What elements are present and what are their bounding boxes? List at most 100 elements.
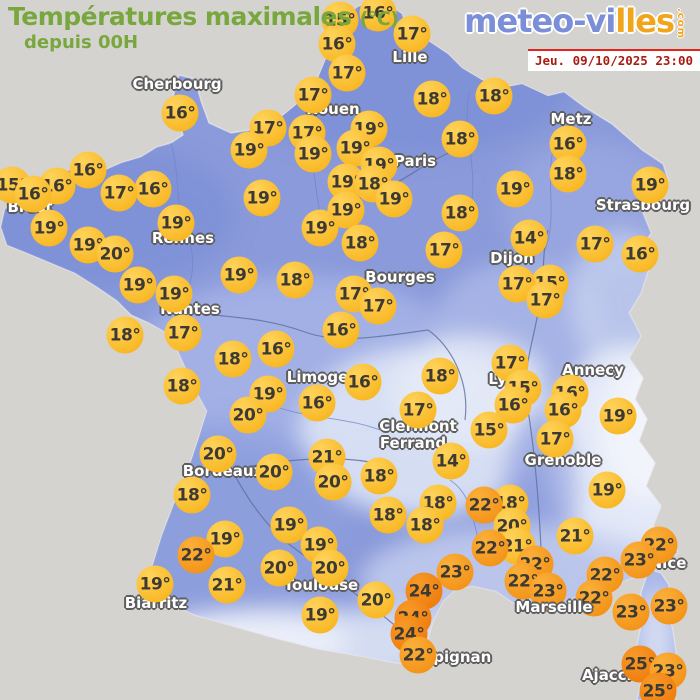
temp-marker: 22°	[575, 579, 613, 617]
temperature-value: 14°	[513, 228, 545, 248]
temp-marker: 16°	[14, 175, 52, 213]
temperature-value: 17°	[252, 118, 284, 138]
temperature-value: 18°	[109, 325, 141, 345]
temperature-value: 19°	[209, 529, 241, 549]
temperature-value: 22°	[180, 545, 212, 565]
temperature-value: 16°	[547, 400, 579, 420]
temp-marker: 17°	[425, 231, 463, 269]
temperature-value: 16°	[260, 339, 292, 359]
temperature-value: 18°	[409, 515, 441, 535]
temperature-value: 17°	[167, 323, 199, 343]
temp-marker: 19°	[336, 129, 374, 167]
city-label: Cherbourg	[132, 75, 222, 93]
temperature-value: 17°	[529, 290, 561, 310]
temp-marker: 16°	[134, 170, 172, 208]
temp-marker: 17°	[328, 54, 366, 92]
temp-marker: 16°	[621, 235, 659, 273]
temperature-value: 17°	[539, 429, 571, 449]
temp-marker: 20°	[314, 463, 352, 501]
temp-marker: 19°	[155, 275, 193, 313]
temp-marker: 18°	[441, 120, 479, 158]
temperature-value: 16°	[325, 320, 357, 340]
title-block: Températures maximales (°C) depuis 00H	[8, 2, 399, 53]
logo-text-blue: meteo-vi	[464, 2, 616, 40]
temperature-value: 16°	[624, 244, 656, 264]
temperature-value: 25°	[624, 654, 656, 674]
temperature-value: 16°	[497, 395, 529, 415]
temperature-value: 19°	[33, 218, 65, 238]
temp-marker: 17°	[526, 281, 564, 319]
temp-marker: 16°	[344, 363, 382, 401]
temp-marker: 18°	[360, 457, 398, 495]
temp-marker: 18°	[276, 261, 314, 299]
temperature-value: 18°	[166, 376, 198, 396]
temperature-value: 16°	[137, 179, 169, 199]
temp-marker: 18°	[369, 496, 407, 534]
temperature-value: 18°	[552, 164, 584, 184]
temperature-value: 15°	[473, 420, 505, 440]
temp-marker: 20°	[255, 453, 293, 491]
temperature-value: 22°	[474, 538, 506, 558]
city-label: Metz	[550, 110, 592, 128]
temperature-value: 17°	[428, 240, 460, 260]
temperature-value: 17°	[402, 400, 434, 420]
temp-marker: 16°	[298, 384, 336, 422]
temp-marker: 23°	[612, 593, 650, 631]
temp-marker: 16°	[359, 0, 397, 32]
temp-marker: 19°	[136, 565, 174, 603]
temperature-value: 20°	[99, 244, 131, 264]
temp-marker: 22°	[177, 536, 215, 574]
temp-marker: 21°	[208, 566, 246, 604]
logo-text: meteo-villes	[464, 2, 675, 40]
temp-marker: 20°	[311, 549, 349, 587]
timestamp-badge: Jeu. 09/10/2025 23:00	[527, 49, 700, 71]
logo-text-orange: lles	[615, 2, 675, 40]
temp-marker: 18°	[214, 340, 252, 378]
temp-marker: 17°	[359, 287, 397, 325]
temp-marker: 25°	[639, 672, 677, 700]
temp-marker: 17°	[294, 76, 332, 114]
temp-marker: 19°	[631, 166, 669, 204]
temp-marker: 17°	[100, 174, 138, 212]
temp-marker: 14°	[432, 442, 470, 480]
temperature-value: 23°	[623, 550, 655, 570]
temperature-value: 17°	[331, 63, 363, 83]
temp-marker: 19°	[270, 506, 308, 544]
temp-marker: 20°	[229, 396, 267, 434]
temperature-value: 23°	[653, 596, 685, 616]
temp-marker: 16°	[69, 151, 107, 189]
temperature-value: 20°	[202, 444, 234, 464]
temp-marker: 16°	[494, 386, 532, 424]
temp-marker: 14°	[510, 219, 548, 257]
temp-marker: 19°	[243, 179, 281, 217]
temperature-value: 19°	[72, 235, 104, 255]
temp-marker: 17°	[164, 314, 202, 352]
temperature-value: 20°	[263, 558, 295, 578]
city-label: Lille	[392, 48, 428, 66]
temperature-value: 18°	[444, 129, 476, 149]
temp-marker: 15°	[470, 411, 508, 449]
temperature-value: 18°	[176, 485, 208, 505]
temperature-value: 16°	[17, 184, 49, 204]
temperature-value: 18°	[444, 203, 476, 223]
temperature-value: 19°	[122, 275, 154, 295]
temperature-value: 23°	[439, 562, 471, 582]
title-text: Températures maximales	[8, 2, 352, 31]
temperature-value: 21°	[311, 447, 343, 467]
city-label: Limoges	[286, 368, 358, 386]
temp-marker: 17°	[393, 15, 431, 53]
temp-marker: 20°	[357, 581, 395, 619]
temperature-value: 19°	[304, 218, 336, 238]
temperature-value: 18°	[344, 233, 376, 253]
temp-marker: 19°	[301, 596, 339, 634]
temp-marker: 20°	[96, 235, 134, 273]
temperature-value: 16°	[347, 372, 379, 392]
temp-marker: 19°	[30, 209, 68, 247]
temperature-value: 22°	[402, 645, 434, 665]
temp-marker: 18°	[106, 316, 144, 354]
city-label: Ferrand	[379, 434, 447, 452]
temp-marker: 19°	[119, 266, 157, 304]
temp-marker: 20°	[199, 435, 237, 473]
temp-marker: 23°	[650, 587, 688, 625]
